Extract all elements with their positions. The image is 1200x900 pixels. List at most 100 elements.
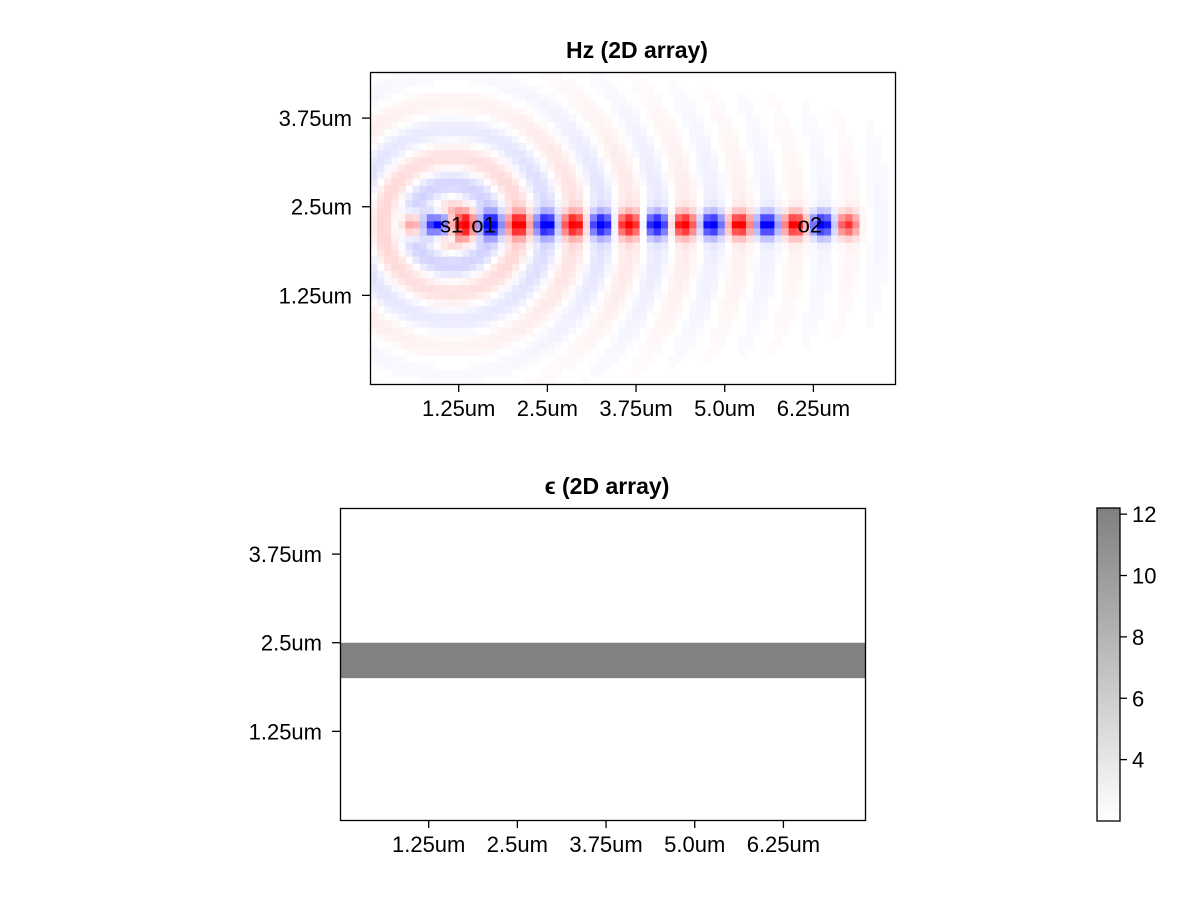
hz-field-cell: [504, 249, 513, 257]
hz-field-cell: [582, 291, 591, 300]
hz-field-cell: [845, 256, 853, 264]
hz-field-cell: [597, 192, 605, 201]
hz-field-cell: [611, 334, 619, 342]
hz-field-cell: [589, 178, 598, 186]
hz-field-cell: [802, 327, 811, 335]
hz-field-cell: [703, 220, 711, 229]
hz-field-cell: [518, 327, 527, 335]
hz-field-cell: [731, 178, 740, 186]
hz-field-cell: [462, 320, 470, 328]
hz-field-cell: [412, 284, 421, 293]
hz-field-cell: [795, 178, 804, 186]
hz-field-cell: [568, 121, 577, 130]
hz-field-cell: [440, 270, 449, 279]
hz-field-cell: [405, 313, 413, 321]
hz-field-cell: [561, 362, 570, 371]
hz-field-cell: [426, 128, 435, 137]
hz-field-cell: [788, 284, 797, 293]
hz-field-cell: [816, 213, 825, 222]
hz-field-cell: [511, 199, 520, 208]
hz-field-cell: [554, 220, 562, 229]
hz-field-cell: [540, 157, 548, 165]
hz-field-cell: [568, 192, 577, 201]
hz-field-cell: [809, 150, 818, 158]
hz-field-cell: [675, 206, 683, 215]
hz-field-cell: [760, 171, 768, 179]
hz-field-cell: [753, 135, 761, 144]
hz-field-cell: [547, 135, 555, 144]
hz-field-cell: [753, 228, 761, 236]
hz-field-cell: [575, 284, 584, 293]
hz-field-cell: [845, 263, 853, 271]
hz-field-cell: [824, 242, 832, 250]
hz-field-cell: [582, 171, 591, 179]
hz-field-cell: [724, 270, 733, 279]
hz-field-cell: [604, 298, 612, 307]
hz-field-cell: [547, 79, 555, 87]
hz-field-cell: [391, 256, 399, 264]
hz-field-cell: [540, 164, 548, 172]
hz-field-cell: [370, 320, 378, 328]
hz-field-cell: [398, 114, 406, 123]
hz-field-cell: [738, 249, 747, 257]
hz-field-cell: [880, 178, 889, 186]
hz-field-cell: [597, 220, 605, 229]
hz-field-cell: [696, 320, 704, 328]
hz-field-cell: [746, 114, 754, 123]
hz-field-cell: [462, 256, 470, 264]
hz-field-cell: [667, 150, 676, 158]
hz-field-cell: [462, 192, 470, 201]
hz-field-cell: [831, 327, 839, 335]
hz-field-cell: [377, 327, 385, 335]
hz-field-cell: [802, 121, 811, 130]
hz-field-cell: [604, 220, 612, 229]
hz-field-cell: [462, 206, 470, 215]
hz-field-cell: [476, 128, 484, 137]
hz-field-cell: [462, 270, 470, 279]
hz-field-cell: [419, 291, 428, 300]
hz-field-cell: [483, 369, 491, 378]
hz-field-cell: [625, 171, 633, 179]
hz-field-cell: [703, 171, 711, 179]
hz-field-cell: [689, 341, 697, 349]
hz-field-cell: [597, 270, 605, 279]
hz-field-cell: [511, 150, 520, 158]
hz-field-cell: [533, 320, 541, 328]
hz-field-cell: [703, 284, 711, 293]
hz-field-cell: [831, 199, 839, 208]
hz-field-cell: [675, 185, 683, 193]
hz-field-cell: [483, 157, 491, 165]
hz-field-cell: [689, 114, 697, 123]
hz-field-cell: [391, 320, 399, 328]
hz-field-cell: [504, 171, 513, 179]
hz-field-cell: [753, 171, 761, 179]
hz-field-cell: [746, 192, 754, 201]
hz-field-cell: [405, 249, 413, 257]
hz-field-cell: [781, 199, 789, 208]
hz-field-cell: [582, 178, 591, 186]
hz-field-cell: [589, 199, 598, 208]
hz-field-cell: [476, 185, 484, 193]
hz-field-cell: [873, 228, 882, 236]
hz-field-cell: [589, 192, 598, 201]
hz-field-cell: [554, 256, 562, 264]
hz-field-cell: [462, 376, 470, 385]
hz-field-cell: [838, 284, 846, 293]
hz-field-cell: [632, 263, 640, 271]
hz-field-cell: [788, 135, 797, 144]
hz-field-cell: [554, 206, 562, 215]
hz-field-cell: [419, 376, 428, 385]
hz-field-cell: [384, 185, 392, 193]
hz-title: Hz (2D array): [566, 37, 708, 63]
hz-field-cell: [391, 72, 399, 80]
hz-field-cell: [398, 206, 406, 215]
hz-field-cell: [838, 277, 846, 286]
hz-field-cell: [597, 242, 605, 250]
hz-field-cell: [497, 185, 506, 193]
hz-field-cell: [781, 220, 789, 229]
hz-field-cell: [412, 79, 421, 87]
hz-field-cell: [405, 242, 413, 250]
hz-field-cell: [597, 263, 605, 271]
hz-field-cell: [476, 178, 484, 186]
hz-field-cell: [710, 157, 719, 165]
